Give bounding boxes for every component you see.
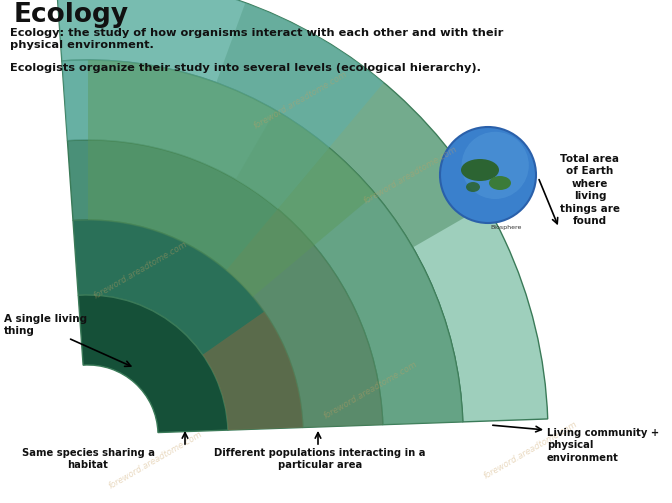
Text: foreword.areadtome.com: foreword.areadtome.com xyxy=(482,420,579,480)
Text: foreword.areadtome.com: foreword.areadtome.com xyxy=(91,239,188,301)
Ellipse shape xyxy=(466,182,480,192)
Wedge shape xyxy=(73,220,303,430)
Wedge shape xyxy=(203,312,303,430)
Wedge shape xyxy=(56,0,548,422)
Wedge shape xyxy=(88,60,375,297)
Wedge shape xyxy=(62,60,463,425)
Wedge shape xyxy=(56,0,384,209)
Text: Living community +
physical
environment: Living community + physical environment xyxy=(547,428,659,463)
Text: foreword.areadtome.com: foreword.areadtome.com xyxy=(251,69,348,131)
Wedge shape xyxy=(226,209,383,428)
Text: Same species sharing a
habitat: Same species sharing a habitat xyxy=(22,448,155,470)
Text: foreword.areadtome.com: foreword.areadtome.com xyxy=(362,144,458,206)
Wedge shape xyxy=(78,295,228,433)
Circle shape xyxy=(440,127,536,223)
Text: Biosphere: Biosphere xyxy=(491,225,521,230)
Text: physical environment.: physical environment. xyxy=(10,40,154,50)
Text: Ecologists organize their study into several levels (ecological hierarchy).: Ecologists organize their study into sev… xyxy=(10,63,481,73)
Text: Ecology: Ecology xyxy=(14,2,129,28)
Text: Total area
of Earth
where
living
things are
found: Total area of Earth where living things … xyxy=(560,154,620,226)
Text: Different populations interacting in a
particular area: Different populations interacting in a p… xyxy=(214,448,426,470)
Text: foreword.areadtome.com: foreword.areadtome.com xyxy=(322,360,419,421)
Wedge shape xyxy=(235,110,463,425)
Text: Ecology: the study of how organisms interact with each other and with their: Ecology: the study of how organisms inte… xyxy=(10,28,503,38)
Text: foreword.areadtome.com: foreword.areadtome.com xyxy=(107,430,204,490)
Wedge shape xyxy=(67,140,383,428)
Ellipse shape xyxy=(461,159,499,181)
Circle shape xyxy=(462,132,529,199)
Wedge shape xyxy=(216,3,487,247)
Text: A single living
thing: A single living thing xyxy=(4,314,87,336)
Ellipse shape xyxy=(489,176,511,190)
